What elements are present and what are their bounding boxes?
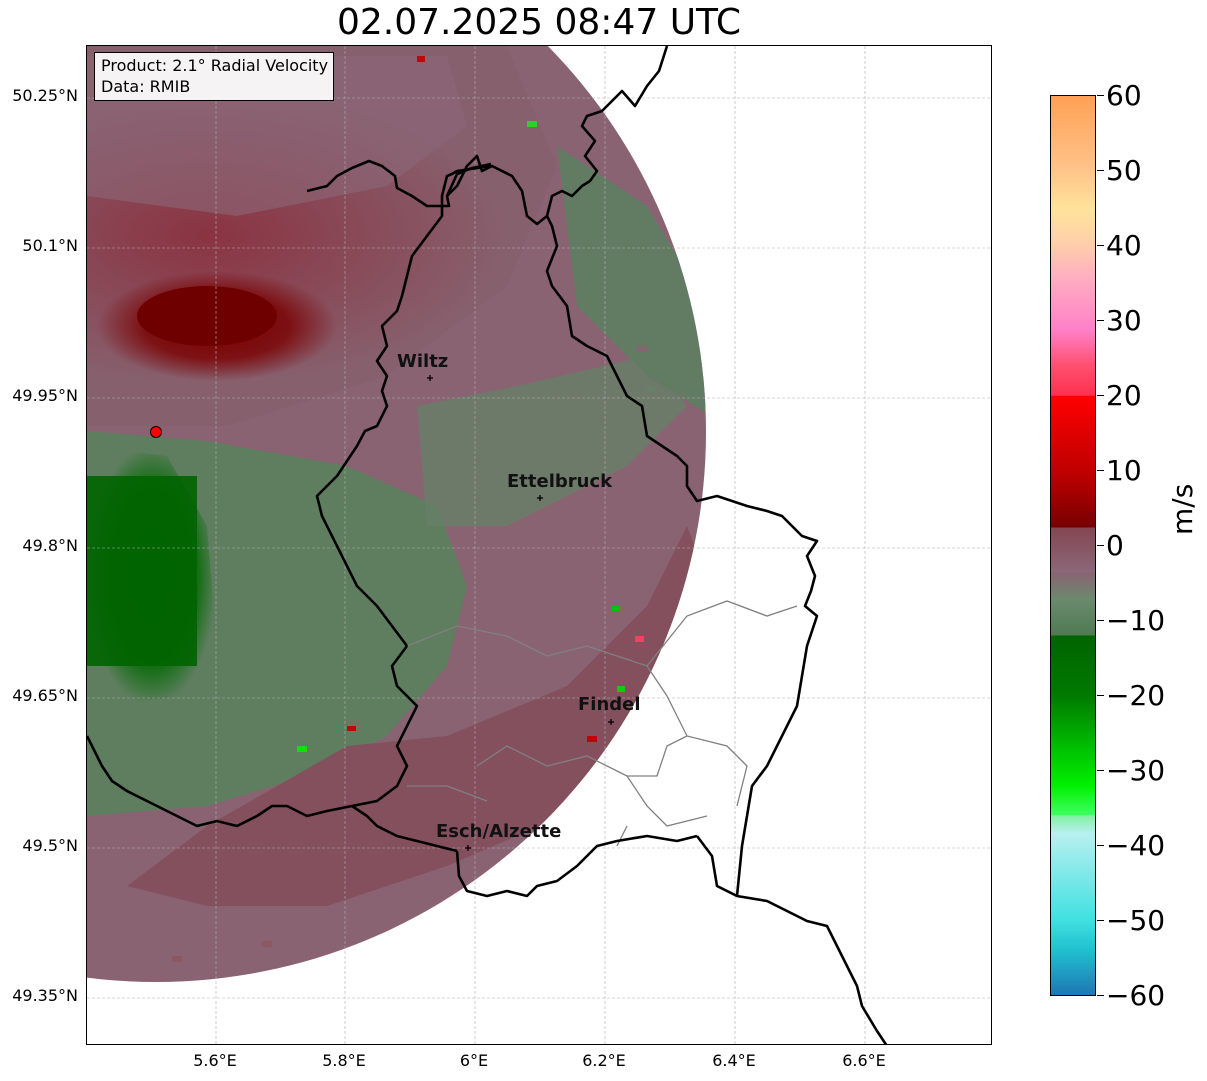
colorbar-tick <box>1097 695 1104 696</box>
colorbar-tick <box>1097 845 1104 846</box>
colorbar-tick <box>1097 920 1104 921</box>
colorbar-tick-label: −20 <box>1106 679 1166 712</box>
velocity-colorbar <box>1050 95 1096 996</box>
product-label: Product: 2.1° Radial Velocity <box>101 56 329 75</box>
radar-site-marker <box>150 426 162 438</box>
graticule <box>87 46 991 1044</box>
colorbar-tick <box>1097 320 1104 321</box>
city-label-wiltz: Wiltz <box>397 351 449 372</box>
speckle-edge <box>172 56 661 962</box>
lat-tick-label: 49.95°N <box>12 386 78 405</box>
colorbar-tick-label: 20 <box>1106 379 1142 412</box>
colorbar-tick-label: −40 <box>1106 829 1166 862</box>
city-label-esch-alzette: Esch/Alzette <box>436 821 562 842</box>
lat-tick-label: 49.5°N <box>22 836 78 855</box>
lat-tick-label: 49.35°N <box>12 986 78 1005</box>
radar-velocity-field <box>87 46 706 982</box>
lat-tick-label: 50.25°N <box>12 86 78 105</box>
colorbar-tick <box>1097 95 1104 96</box>
colorbar-tick <box>1097 620 1104 621</box>
map-title: 02.07.2025 08:47 UTC <box>336 2 742 43</box>
colorbar-tick <box>1097 470 1104 471</box>
lat-tick-label: 49.8°N <box>22 536 78 555</box>
colorbar-tick <box>1097 770 1104 771</box>
data-source-label: Data: RMIB <box>101 77 191 96</box>
colorbar-svg <box>1051 96 1095 995</box>
lat-tick-label: 49.65°N <box>12 686 78 705</box>
radar-map[interactable] <box>86 45 992 1045</box>
colorbar-tick-label: 10 <box>1106 454 1142 487</box>
lon-tick-label: 6.2°E <box>582 1051 626 1070</box>
product-info-box: Product: 2.1° Radial Velocity Data: RMIB <box>94 52 335 101</box>
colorbar-unit-label: m/s <box>1166 483 1199 535</box>
lon-tick-label: 5.8°E <box>322 1051 366 1070</box>
admin-boundaries <box>406 600 798 847</box>
city-label-ettelbruck: Ettelbruck <box>507 471 613 492</box>
lon-tick-label: 6.6°E <box>842 1051 886 1070</box>
colorbar-tick-label: −30 <box>1106 754 1166 787</box>
colorbar-tick-label: 60 <box>1106 79 1142 112</box>
colorbar-tick-label: −10 <box>1106 604 1166 637</box>
colorbar-tick <box>1097 995 1104 996</box>
city-markers <box>427 375 614 851</box>
radar-svg <box>87 46 991 1044</box>
colorbar-tick-label: 50 <box>1106 154 1142 187</box>
national-borders <box>87 46 888 1044</box>
lon-tick-label: 6.4°E <box>712 1051 756 1070</box>
lat-tick-label: 50.1°N <box>22 236 78 255</box>
colorbar-tick-label: 30 <box>1106 304 1142 337</box>
colorbar-tick <box>1097 545 1104 546</box>
colorbar-tick <box>1097 170 1104 171</box>
colorbar-tick-label: 0 <box>1106 529 1124 562</box>
colorbar-tick-label: −60 <box>1106 979 1166 1012</box>
colorbar-tick <box>1097 245 1104 246</box>
lon-tick-label: 5.6°E <box>193 1051 237 1070</box>
colorbar-tick <box>1097 395 1104 396</box>
city-label-findel: Findel <box>578 694 641 715</box>
colorbar-tick-label: −50 <box>1106 904 1166 937</box>
lon-tick-label: 6°E <box>459 1051 489 1070</box>
colorbar-tick-label: 40 <box>1106 229 1142 262</box>
